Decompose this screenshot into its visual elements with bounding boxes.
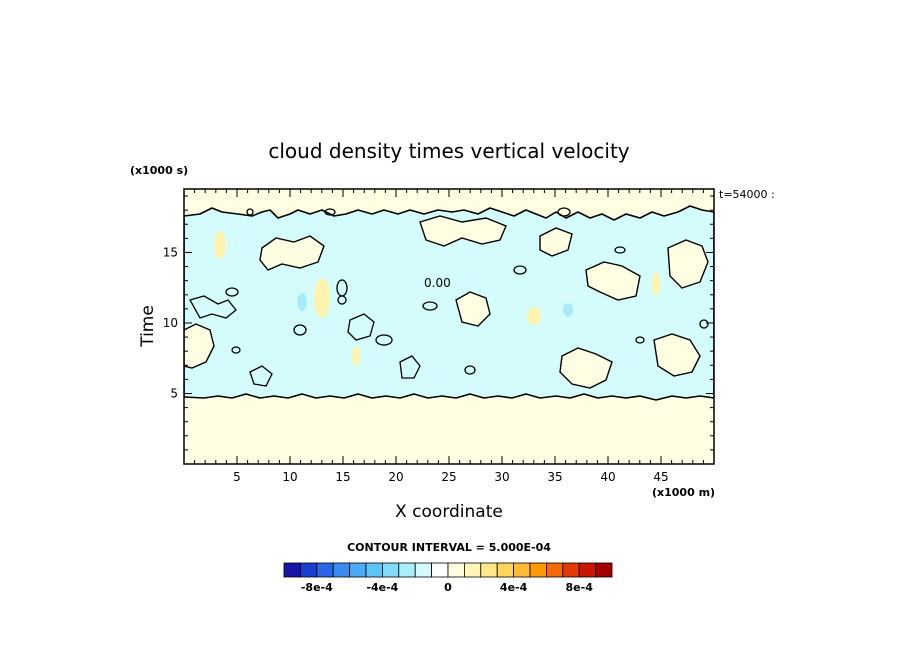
colorbar-swatch (381, 562, 400, 578)
colorbar-swatch (299, 562, 318, 578)
x-tick-label: 10 (282, 470, 297, 484)
y-tick-label: 15 (163, 245, 178, 259)
positive-gap-7 (559, 347, 613, 389)
colorbar-swatch (332, 562, 351, 578)
x-tick-label: 15 (335, 470, 350, 484)
time-annotation: t=54000 : (719, 188, 775, 201)
contour-interval-text: CONTOUR INTERVAL = 5.000E-04 (347, 541, 551, 554)
x-tick-label: 30 (494, 470, 509, 484)
colorbar-swatch (562, 562, 580, 578)
x-tick-label: 45 (653, 470, 668, 484)
contour-label: 0.00 (424, 276, 451, 290)
contour-loops (189, 207, 709, 387)
positive-gap-4 (585, 261, 641, 301)
colorbar-swatch (414, 562, 433, 578)
y-axis-label: Time (138, 305, 158, 348)
colorbar-swatch (316, 562, 334, 578)
y-units-label: (x1000 s) (130, 164, 188, 177)
shade-blobs (214, 231, 660, 366)
colorbar-swatch (447, 562, 465, 578)
colorbar-swatch (496, 562, 515, 578)
colorbar-swatch (463, 562, 482, 578)
colorbar-tick-label: 4e-4 (500, 581, 528, 594)
x-tick-label: 25 (441, 470, 456, 484)
colorbar-tick-label: -4e-4 (366, 581, 398, 594)
colorbar-tick-label: 8e-4 (566, 581, 594, 594)
x-tick-label: 40 (600, 470, 615, 484)
colorbar-swatch (283, 562, 301, 578)
colorbar-tick-label: 0 (444, 581, 452, 594)
positive-gap-6 (184, 323, 215, 369)
positive-gap-8 (653, 333, 701, 377)
x-units-label: (x1000 m) (652, 486, 715, 499)
colorbar-swatch (480, 562, 498, 578)
chart-title: cloud density times vertical velocity (268, 139, 629, 163)
x-tick-label: 35 (547, 470, 562, 484)
colorbar-swatch (578, 562, 597, 578)
colorbar: -8e-4 -4e-4 0 4e-4 8e-4 (283, 562, 613, 594)
colorbar-swatch (365, 562, 383, 578)
colorbar-swatch (546, 562, 564, 578)
plot-area: 0.00 5 10 15 20 25 30 35 40 45 5 10 15 (163, 188, 715, 484)
x-axis-label: X coordinate (395, 502, 503, 522)
axis-ticks: 5 10 15 20 25 30 35 40 45 5 10 15 (163, 189, 715, 484)
colorbar-swatch (529, 562, 547, 578)
x-tick-label: 5 (233, 470, 241, 484)
colorbar-swatch (595, 562, 613, 578)
contour-layer: 0.00 (184, 205, 714, 401)
colorbar-swatch (513, 562, 531, 578)
colorbar-swatch (431, 562, 449, 578)
positive-gap-3 (539, 227, 573, 257)
positive-gap-1 (259, 235, 325, 271)
colorbar-swatch (349, 562, 367, 578)
positive-gap-9 (455, 291, 491, 327)
positive-gap-5 (667, 239, 709, 289)
positive-gap-2 (419, 215, 507, 247)
colorbar-swatch (398, 562, 416, 578)
colorbar-tick-label: -8e-4 (301, 581, 333, 594)
y-tick-label: 10 (163, 316, 178, 330)
y-tick-label: 5 (170, 386, 178, 400)
x-tick-label: 20 (388, 470, 403, 484)
